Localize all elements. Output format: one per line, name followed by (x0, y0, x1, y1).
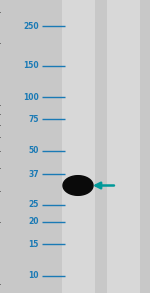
Text: 100: 100 (23, 93, 39, 102)
Text: 75: 75 (28, 115, 39, 124)
Text: 150: 150 (23, 61, 39, 70)
Text: 20: 20 (28, 217, 39, 226)
Text: 50: 50 (29, 146, 39, 155)
Text: 15: 15 (29, 240, 39, 249)
Text: 10: 10 (28, 271, 39, 280)
Bar (61, 0, 94, 293)
Text: 250: 250 (23, 22, 39, 30)
Text: 25: 25 (29, 200, 39, 209)
Text: 37: 37 (28, 170, 39, 179)
Bar (106, 0, 140, 293)
Polygon shape (63, 176, 93, 195)
